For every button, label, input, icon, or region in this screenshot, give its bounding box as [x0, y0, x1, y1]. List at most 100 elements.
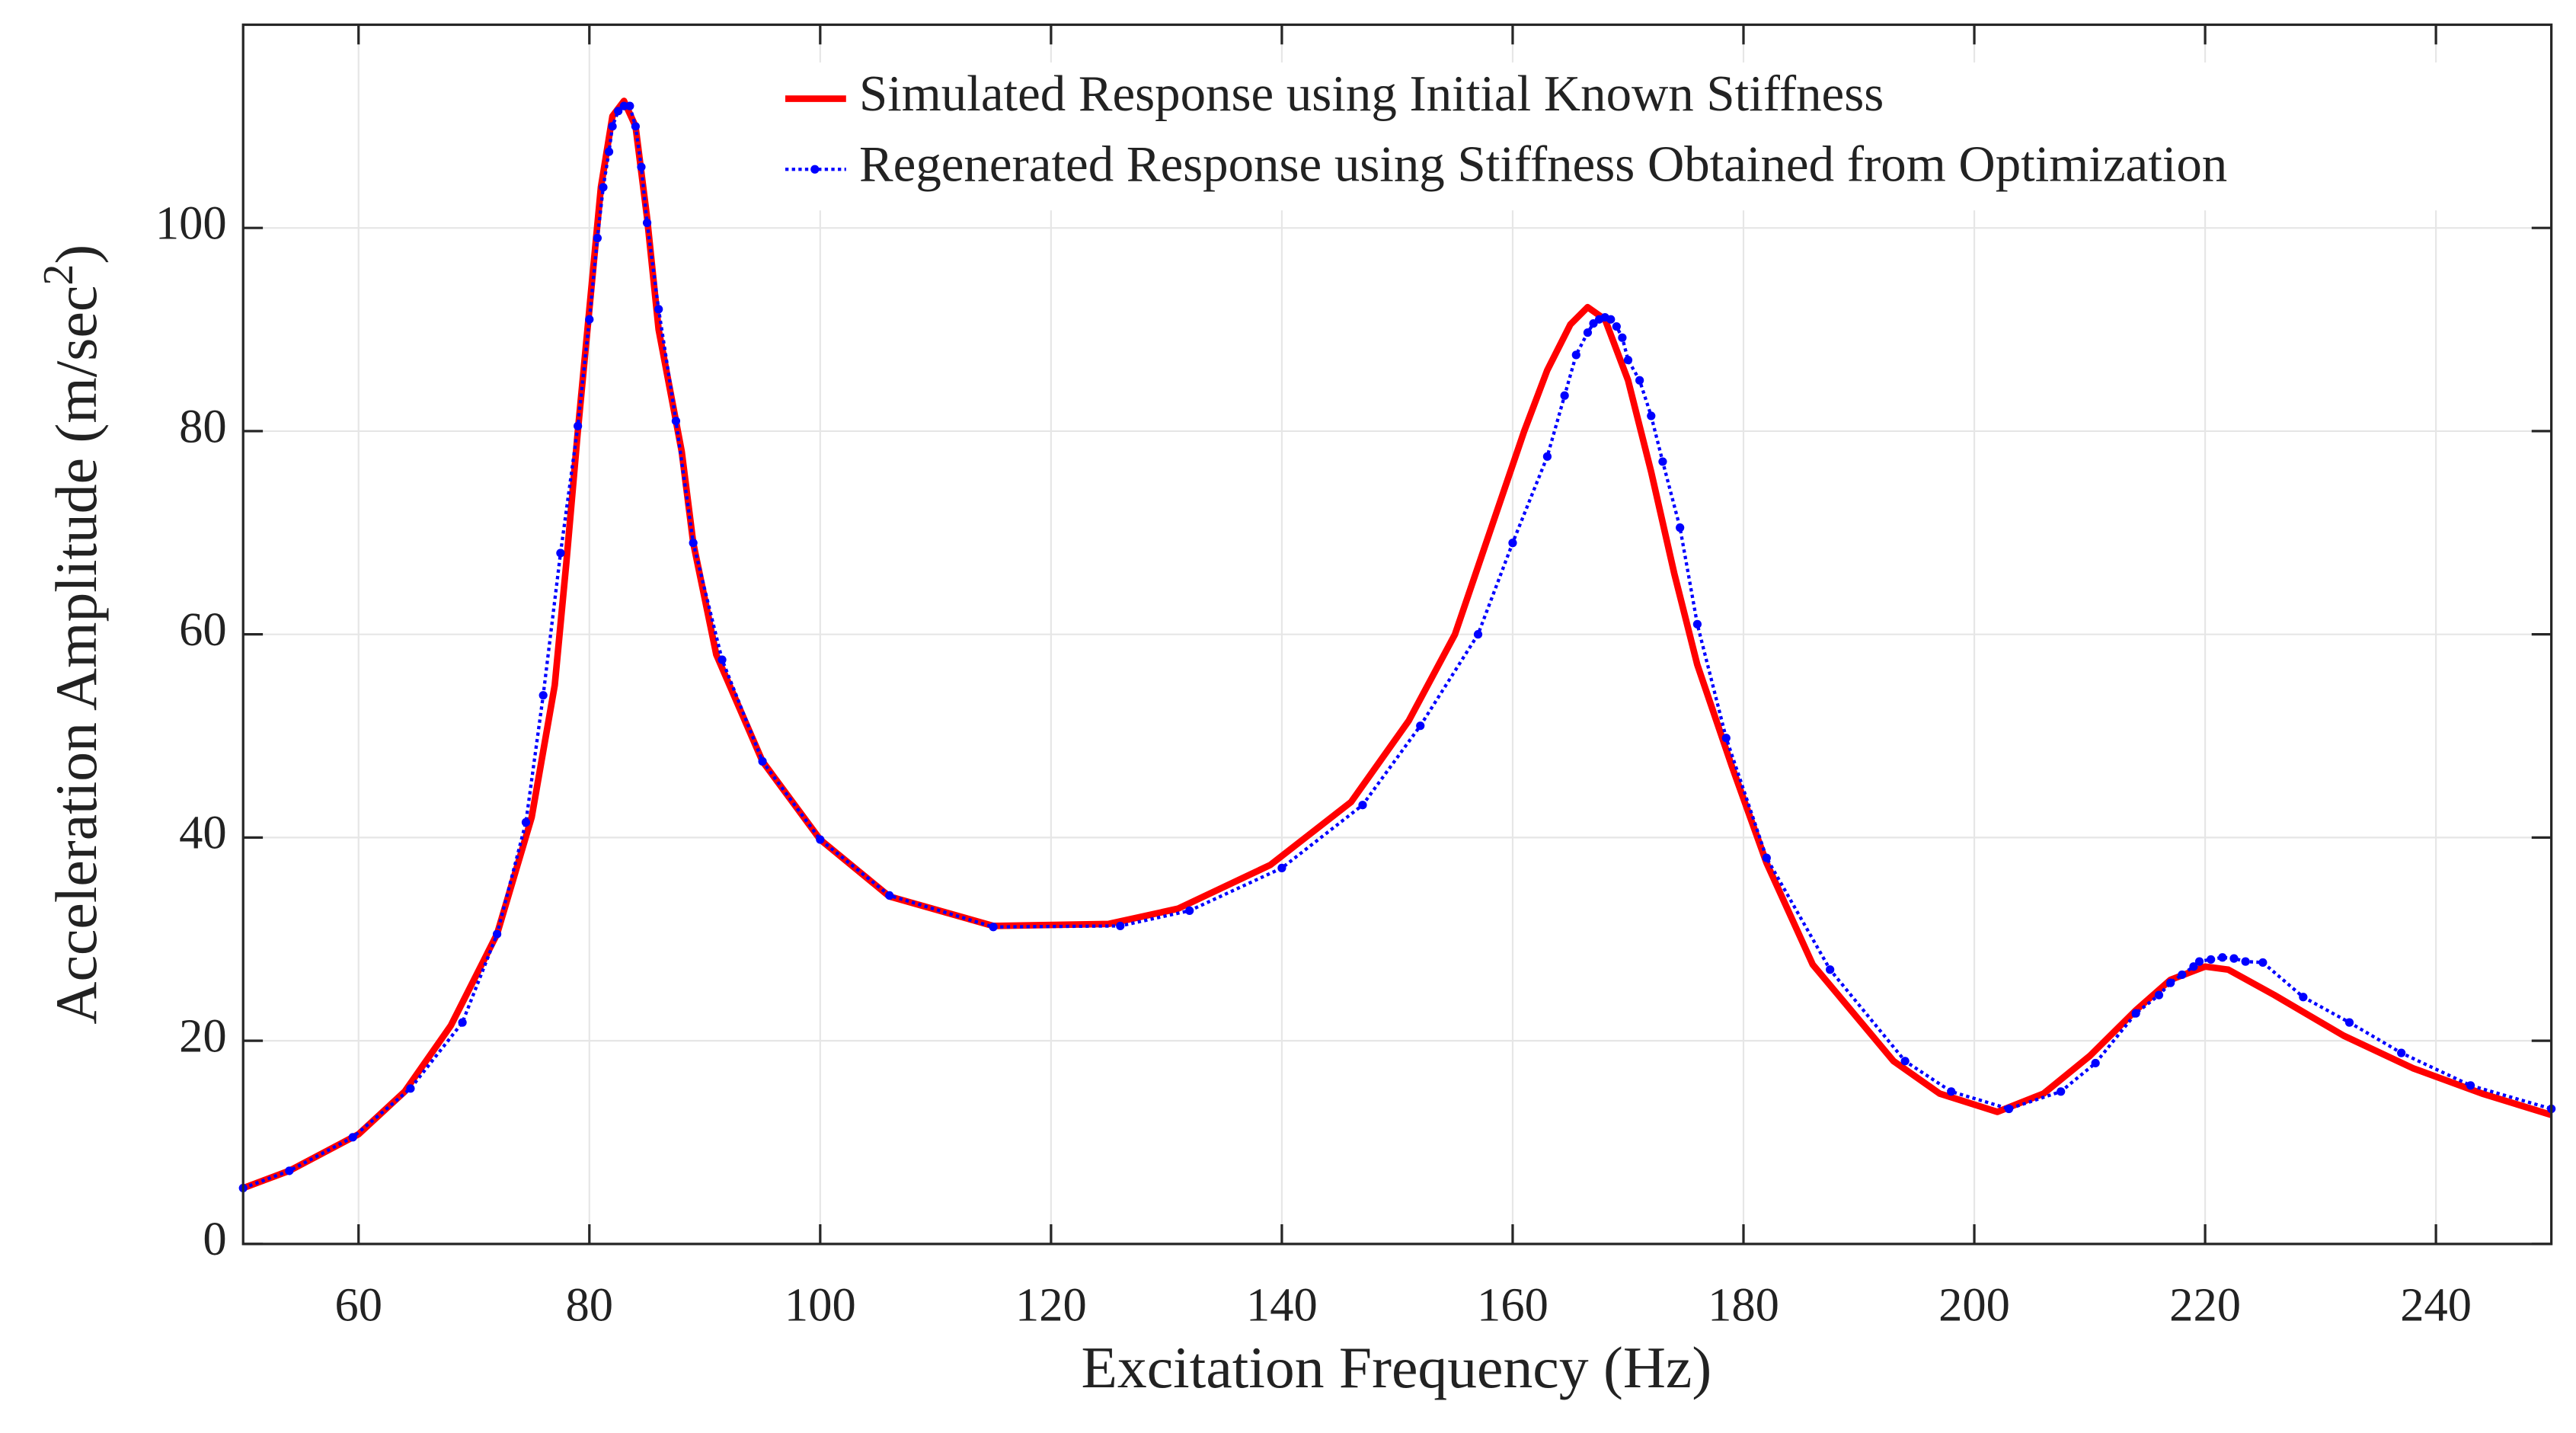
- x-tick-label: 60: [334, 1278, 382, 1331]
- series-marker: [1623, 355, 1633, 365]
- series-marker: [1473, 630, 1483, 639]
- series-marker: [585, 315, 594, 324]
- series-marker: [1508, 539, 1517, 548]
- series-marker: [2166, 978, 2175, 987]
- y-axis-label-end: ): [43, 245, 109, 264]
- series-marker: [556, 549, 565, 558]
- series-marker: [2178, 970, 2187, 980]
- ticks: 60 80 100 120 140 160 180 200 220 240 0 20 40 60 80 100: [155, 24, 2552, 1331]
- series-marker: [1947, 1087, 1956, 1096]
- series-marker: [631, 122, 640, 131]
- legend-label: Regenerated Response using Stiffness Obt…: [859, 136, 2227, 193]
- series-marker: [2004, 1104, 2014, 1114]
- series-marker: [758, 756, 767, 766]
- series-marker: [2189, 962, 2198, 971]
- series-marker: [1542, 452, 1552, 461]
- series-marker: [2229, 954, 2239, 963]
- y-tick-label: 80: [179, 399, 227, 453]
- series-marker: [1185, 906, 1194, 916]
- legend-marker: [810, 165, 820, 174]
- series-marker: [1358, 801, 1367, 810]
- series-marker: [625, 101, 634, 110]
- series-marker: [1560, 391, 1569, 400]
- y-tick-label: 100: [155, 197, 227, 250]
- series-marker: [599, 183, 608, 192]
- y-tick-label: 20: [179, 1009, 227, 1062]
- series-marker: [1635, 376, 1644, 385]
- series-marker: [1762, 853, 1771, 862]
- x-tick-label: 200: [1938, 1278, 2010, 1331]
- x-tick-label: 140: [1246, 1278, 1318, 1331]
- x-axis-label: Excitation Frequency (Hz): [1082, 1335, 1712, 1400]
- x-tick-label: 100: [785, 1278, 856, 1331]
- series-marker: [2218, 953, 2227, 962]
- series-marker: [1647, 411, 1656, 421]
- series-marker: [718, 655, 727, 664]
- series-marker: [1721, 734, 1731, 743]
- series-marker: [2258, 958, 2268, 968]
- series-marker: [1676, 523, 1685, 533]
- series-marker: [604, 147, 614, 156]
- series-line: [241, 98, 2552, 1192]
- series-marker: [2131, 1009, 2140, 1018]
- series-marker: [574, 421, 583, 430]
- x-tick-label: 120: [1015, 1278, 1087, 1331]
- x-tick-label: 240: [2400, 1278, 2472, 1331]
- series-marker: [1277, 863, 1286, 873]
- series-marker: [2207, 955, 2216, 964]
- series-marker: [1658, 457, 1667, 466]
- x-tick-label: 160: [1477, 1278, 1548, 1331]
- series-line: [242, 104, 2552, 1190]
- series-marker: [1606, 315, 1616, 324]
- y-tick-label: 40: [179, 806, 227, 859]
- series-marker: [2091, 1058, 2100, 1068]
- legend-box: [772, 62, 2530, 211]
- series-marker: [406, 1084, 415, 1093]
- series-marker: [2194, 957, 2204, 966]
- series-marker: [492, 929, 502, 939]
- series-marker: [654, 305, 663, 314]
- series-marker: [2397, 1048, 2406, 1057]
- series-marker: [2299, 993, 2308, 1002]
- series-marker: [539, 691, 548, 700]
- y-tick-label: 60: [179, 603, 227, 656]
- series-marker: [458, 1018, 467, 1027]
- series-marker: [1416, 721, 1425, 731]
- series-marker: [1116, 921, 1125, 931]
- series-marker: [1826, 965, 1835, 974]
- series-marker: [885, 891, 894, 900]
- series-marker: [285, 1166, 294, 1176]
- y-axis-label-sup: 2: [35, 264, 82, 286]
- series-marker: [671, 416, 681, 426]
- series-marker: [989, 923, 998, 932]
- x-tick-label: 80: [566, 1278, 614, 1331]
- series-marker: [348, 1133, 357, 1142]
- y-tick-label: 0: [203, 1212, 226, 1265]
- series-marker: [614, 107, 623, 116]
- series-marker: [1571, 350, 1580, 360]
- series-marker: [689, 539, 698, 548]
- series-marker: [608, 122, 617, 131]
- series-marker: [2466, 1081, 2475, 1090]
- series-marker: [2344, 1018, 2354, 1027]
- plot-lines: [238, 98, 2556, 1193]
- y-axis-label: Acceleration Amplitude (m/sec2): [35, 245, 109, 1025]
- series-marker: [1900, 1057, 1910, 1066]
- series-marker: [1583, 328, 1593, 337]
- series-marker: [816, 835, 825, 844]
- series-marker: [2154, 990, 2164, 1000]
- legend: Simulated Response using Initial Known S…: [772, 62, 2530, 211]
- series-marker: [593, 233, 602, 243]
- series-marker: [1612, 321, 1621, 331]
- series-marker: [2057, 1087, 2066, 1096]
- series-marker: [2241, 957, 2250, 966]
- series-marker: [642, 218, 652, 228]
- legend-label: Simulated Response using Initial Known S…: [859, 66, 1884, 122]
- series-marker: [521, 817, 531, 827]
- series-marker: [1692, 619, 1702, 629]
- x-tick-label: 180: [1708, 1278, 1779, 1331]
- series-marker: [637, 162, 646, 171]
- y-axis-label-main: Acceleration Amplitude (m/sec: [43, 286, 109, 1025]
